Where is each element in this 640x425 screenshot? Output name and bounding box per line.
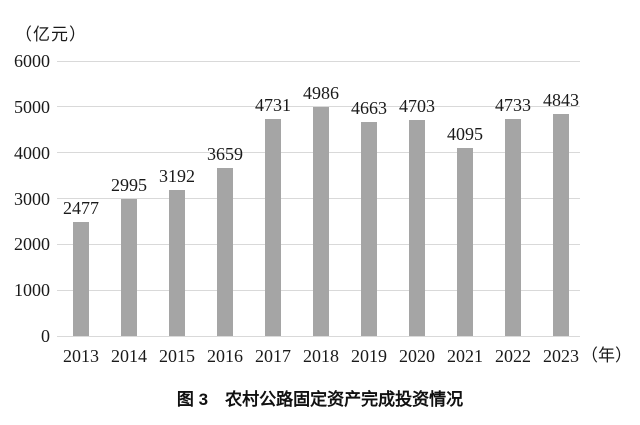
y-tick-label: 6000 <box>14 51 50 71</box>
bar-2019 <box>361 122 377 336</box>
bar-value-label: 2477 <box>63 198 99 219</box>
plot-area: 2477 2995 3192 3659 4731 4986 4663 4703 4095 4733… <box>57 60 580 337</box>
x-tick-label: 2014 <box>111 346 147 366</box>
x-axis-unit-label: （年） <box>581 346 632 365</box>
bar-2020 <box>409 120 425 336</box>
bar-2021 <box>457 148 473 336</box>
x-tick-label: 2020 <box>399 346 435 366</box>
x-tick-label: 2013 <box>63 346 99 366</box>
bar-value-label: 4733 <box>495 95 531 116</box>
x-tick-label: 2022 <box>495 346 531 366</box>
x-tick-label: 2023 <box>543 346 579 366</box>
y-tick-label: 5000 <box>14 96 50 117</box>
bar-2017 <box>265 119 281 336</box>
bar-value-label: 4703 <box>399 96 435 117</box>
x-tick-label: 2021 <box>447 346 483 366</box>
bar-value-label: 3192 <box>159 165 195 186</box>
y-tick-label: 0 <box>41 326 50 346</box>
bar-2016 <box>217 168 233 336</box>
gridline <box>57 60 580 62</box>
bar-2022 <box>505 119 521 336</box>
x-tick-label: 2019 <box>351 346 387 366</box>
bar-2023 <box>553 114 569 336</box>
bar-2013 <box>73 222 89 336</box>
bar-value-label: 4986 <box>303 83 339 104</box>
y-tick-label: 1000 <box>14 280 50 301</box>
bar-value-label: 4731 <box>255 95 291 116</box>
bar-2015 <box>169 189 185 336</box>
bar-value-label: 4663 <box>351 98 387 119</box>
gridline <box>57 335 580 337</box>
y-tick-label: 2000 <box>14 234 50 255</box>
x-tick-label: 2016 <box>207 346 243 366</box>
x-tick-label: 2015 <box>159 346 195 366</box>
bar-2018 <box>313 107 329 336</box>
bar-value-label: 2995 <box>111 174 147 195</box>
y-tick-label: 4000 <box>14 142 50 163</box>
chart-title: 图 3 农村公路固定资产完成投资情况 <box>176 390 464 409</box>
y-axis-unit-label: （亿元） <box>15 25 87 44</box>
bar-value-label: 3659 <box>207 144 243 165</box>
x-tick-label: 2018 <box>303 346 339 366</box>
bar-2014 <box>121 198 137 336</box>
bar-value-label: 4843 <box>543 90 579 111</box>
bar-value-label: 4095 <box>447 124 483 145</box>
gridline <box>57 106 580 108</box>
y-tick-label: 3000 <box>14 188 50 209</box>
x-tick-label: 2017 <box>255 346 291 366</box>
